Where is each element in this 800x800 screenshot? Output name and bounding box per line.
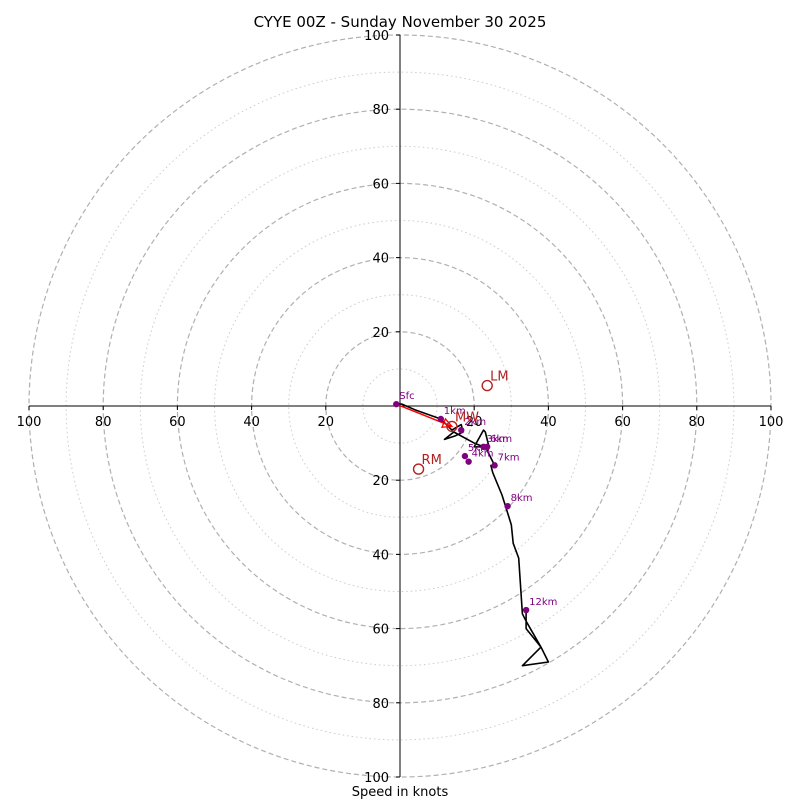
storm-motion-label-mw: MW <box>455 410 479 425</box>
height-marker-1km <box>437 415 445 423</box>
height-label-sfc: Sfc <box>399 391 414 402</box>
height-marker-2km <box>458 426 465 434</box>
height-label-7km: 7km <box>498 452 520 463</box>
bulk-shear-line <box>396 403 453 428</box>
tick-labels: 20 40 60 80 100 20 40 60 80 100 100 80 60 40 20 20 40 60 8… <box>17 29 784 786</box>
height-marker-6km <box>483 443 491 451</box>
tick-label-right-40: 40 <box>540 415 557 430</box>
height-marker-5km <box>461 452 469 460</box>
height-marker-sfc <box>393 400 400 408</box>
height-label-3km: 3km <box>486 434 508 445</box>
storm-motion-marker-rm <box>412 463 425 475</box>
storm-motion-marker-mw <box>446 420 458 433</box>
tick-label-left-20: 20 <box>318 415 335 430</box>
height-label-6km: 6km <box>490 434 512 445</box>
height-marker-4km <box>465 458 472 465</box>
height-label-2km: 2km <box>464 417 486 428</box>
storm-motion-markers: LM RM MW <box>412 370 509 475</box>
tick-label-top-80: 80 <box>372 103 389 118</box>
tick-label-top-20: 20 <box>372 326 389 341</box>
height-label-12km: 12km <box>529 597 557 608</box>
height-label-5km: 5km <box>468 443 490 454</box>
tick-label-bottom-40: 40 <box>372 548 389 563</box>
tick-label-left-100: 100 <box>17 415 42 430</box>
height-label-8km: 8km <box>511 493 533 504</box>
height-label-1km: 1km <box>444 406 466 417</box>
tick-label-bottom-100: 100 <box>364 771 389 786</box>
tick-label-left-40: 40 <box>243 415 260 430</box>
height-marker-7km <box>491 462 498 469</box>
tick-label-bottom-80: 80 <box>372 697 389 712</box>
tick-label-right-20: 20 <box>466 415 483 430</box>
tick-label-top-60: 60 <box>372 177 389 192</box>
tick-label-right-80: 80 <box>689 415 706 430</box>
tick-label-bottom-20: 20 <box>372 474 389 489</box>
tick-label-left-80: 80 <box>95 415 112 430</box>
height-marker-12km <box>522 606 530 614</box>
tick-label-bottom-60: 60 <box>372 623 389 638</box>
height-marker-8km <box>504 502 511 510</box>
chart-title: CYYE 00Z - Sunday November 30 2025 <box>254 13 547 31</box>
storm-motion-label-rm: RM <box>422 453 442 468</box>
height-label-4km: 4km <box>472 449 494 460</box>
x-axis-label: Speed in knots <box>352 785 449 800</box>
storm-motion-marker-lm <box>481 379 493 392</box>
tick-label-left-60: 60 <box>169 415 186 430</box>
tick-label-top-40: 40 <box>372 252 389 267</box>
storm-motion-label-lm: LM <box>490 370 508 385</box>
tick-label-right-60: 60 <box>614 415 631 430</box>
tick-label-right-100: 100 <box>759 415 784 430</box>
tick-label-top-100: 100 <box>364 29 389 44</box>
